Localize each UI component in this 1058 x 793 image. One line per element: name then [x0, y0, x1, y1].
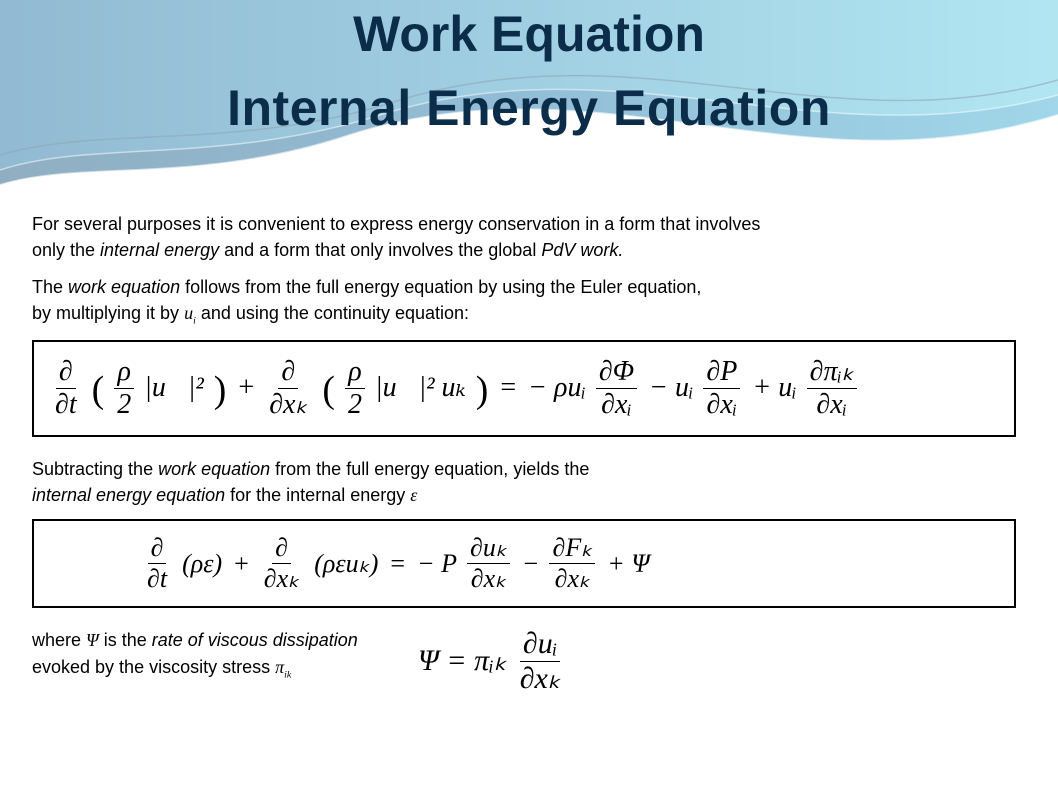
em-viscous-dissipation: rate of viscous dissipation	[152, 630, 358, 650]
para4-line2: evoked by the viscosity stress πik	[32, 655, 358, 682]
symbol-pi-ik: πik	[275, 657, 291, 677]
em-work-equation-2: work equation	[158, 459, 270, 479]
title-line-2: Internal Energy Equation	[0, 82, 1058, 135]
text: by multiplying it by	[32, 303, 184, 323]
para1-line1: For several purposes it is convenient to…	[32, 212, 1026, 236]
text: is the	[99, 630, 152, 650]
para2-line1: The work equation follows from the full …	[32, 275, 1026, 299]
para1-line2: only the internal energy and a form that…	[32, 238, 1026, 262]
symbol-epsilon: ε	[410, 485, 417, 505]
text: Subtracting the	[32, 459, 158, 479]
equation-box-internal-energy: ∂∂t (ρε) + ∂∂xₖ (ρεuₖ) = − P∂uₖ∂xₖ −∂Fₖ∂…	[32, 519, 1016, 608]
em-work-equation: work equation	[68, 277, 180, 297]
title-banner: Work Equation Internal Energy Equation	[0, 0, 1058, 198]
bottom-row: where Ψ is the rate of viscous dissipati…	[32, 628, 1026, 693]
text: and using the continuity equation:	[196, 303, 469, 323]
em-internal-energy: internal energy	[100, 240, 219, 260]
em-internal-energy-eq: internal energy equation	[32, 485, 225, 505]
para3-line2: internal energy equation for the interna…	[32, 483, 1026, 507]
text: for the internal energy	[225, 485, 410, 505]
text: follows from the full energy equation by…	[180, 277, 701, 297]
equation-box-work: ∂∂t (ρ2|u⃗|²) + ∂∂xₖ (ρ2|u⃗|² uₖ) = − ρu…	[32, 340, 1016, 437]
slide-body: For several purposes it is convenient to…	[0, 198, 1058, 694]
text: where	[32, 630, 86, 650]
text: only the	[32, 240, 100, 260]
text: and a form that only involves the global	[219, 240, 541, 260]
text: from the full energy equation, yields th…	[270, 459, 589, 479]
equation-psi: Ψ = πᵢₖ ∂uᵢ∂xₖ	[418, 629, 564, 694]
em-pdv-work: PdV work.	[541, 240, 623, 260]
symbol-ui: ui	[184, 303, 196, 323]
text: The	[32, 277, 68, 297]
para4-line1: where Ψ is the rate of viscous dissipati…	[32, 628, 358, 652]
title-line-1: Work Equation	[0, 8, 1058, 61]
para3-line1: Subtracting the work equation from the f…	[32, 457, 1026, 481]
symbol-psi: Ψ	[86, 630, 99, 650]
para2-line2: by multiplying it by ui and using the co…	[32, 301, 1026, 328]
text: evoked by the viscosity stress	[32, 657, 275, 677]
